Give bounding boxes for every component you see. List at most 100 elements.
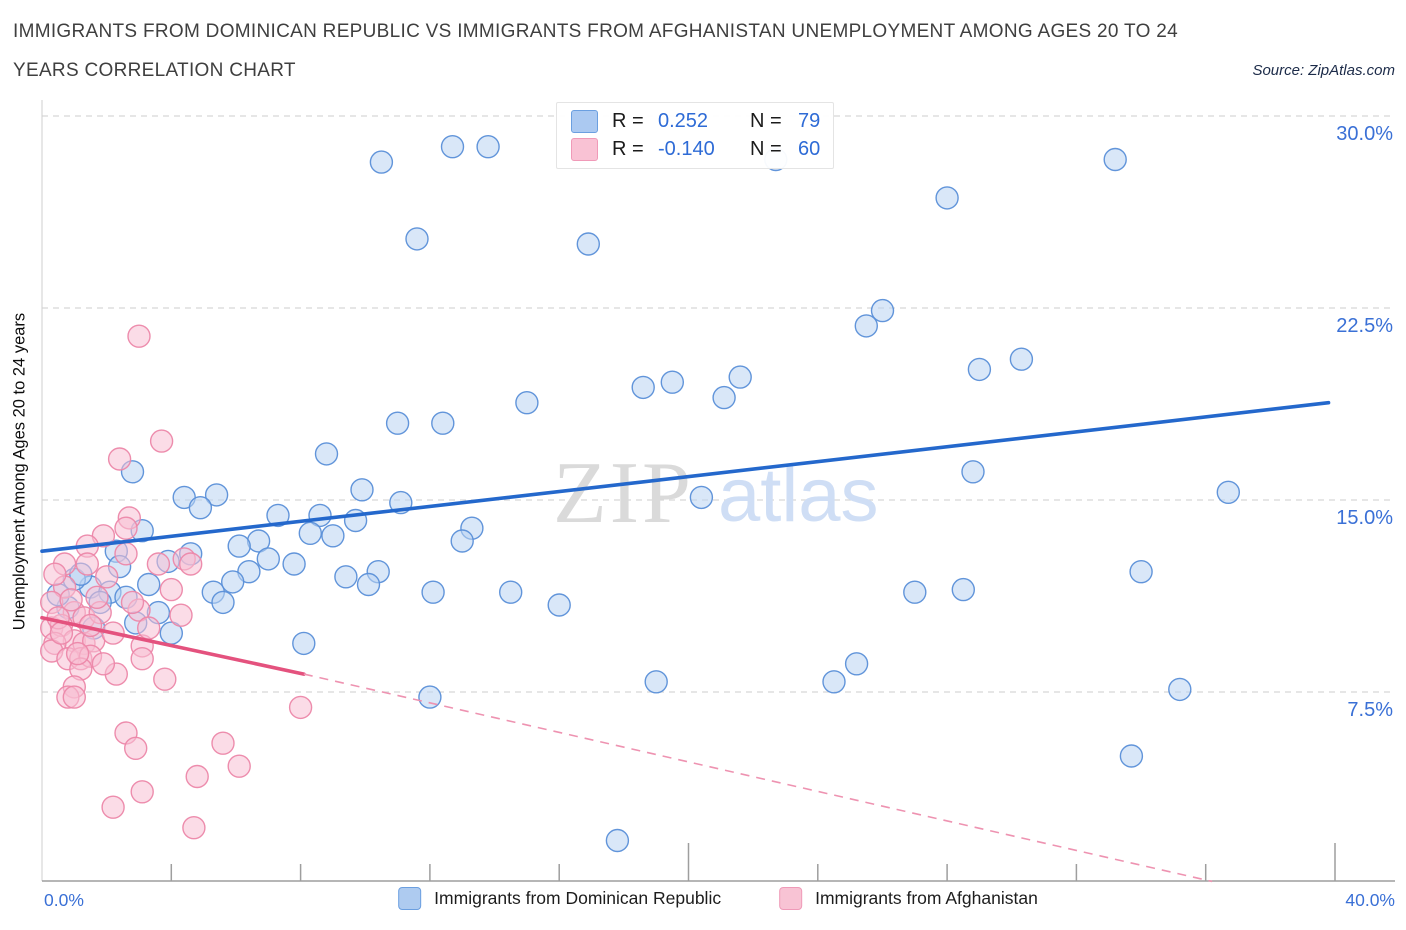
data-point-afghanistan	[75, 552, 100, 576]
data-point-dominican	[321, 524, 345, 548]
data-point-afghanistan	[65, 641, 90, 666]
data-point-dominican	[405, 227, 429, 251]
trend-line-dominican	[40, 400, 1331, 554]
data-point-dominican	[334, 565, 358, 589]
legend-item-dominican[interactable]: Immigrants from Dominican Republic	[398, 887, 721, 910]
data-point-dominican	[188, 496, 213, 520]
data-point-afghanistan	[159, 577, 184, 602]
legend-item-afghanistan[interactable]: Immigrants from Afghanistan	[779, 887, 1038, 910]
n-value: 79	[798, 110, 821, 132]
x-axis-max-label: 40.0%	[1345, 890, 1395, 910]
data-point-dominican	[282, 552, 306, 576]
data-point-dominican	[227, 534, 251, 558]
data-point-dominican	[292, 631, 316, 656]
data-point-afghanistan	[153, 667, 177, 691]
series-legend: Immigrants from Dominican Republic Immig…	[398, 887, 1038, 910]
data-point-dominican	[499, 580, 523, 604]
data-point-dominican	[515, 391, 539, 415]
data-point-dominican	[870, 298, 895, 323]
data-point-afghanistan	[107, 447, 132, 471]
data-point-dominican	[644, 670, 668, 694]
pink-series-swatch-icon	[779, 887, 803, 910]
data-point-afghanistan	[178, 552, 203, 576]
y-axis-title: Unemployment Among Ages 20 to 24 years	[10, 312, 29, 631]
data-point-afghanistan	[62, 685, 87, 709]
data-point-dominican	[136, 572, 161, 597]
data-point-dominican	[418, 685, 442, 709]
legend-label-dominican: Immigrants from Dominican Republic	[434, 888, 722, 908]
data-point-dominican	[1129, 560, 1153, 584]
data-point-dominican	[356, 572, 381, 597]
data-point-dominican	[903, 580, 927, 604]
data-point-afghanistan	[114, 516, 138, 540]
r-value: -0.140	[658, 138, 715, 160]
data-point-dominican	[605, 828, 630, 853]
data-point-dominican	[854, 314, 878, 338]
data-point-dominican	[822, 670, 846, 694]
data-point-afghanistan	[136, 616, 161, 640]
data-point-dominican	[256, 547, 280, 571]
data-point-dominican	[844, 652, 869, 676]
data-point-afghanistan	[114, 542, 138, 566]
r-label: R =	[612, 110, 644, 132]
data-point-dominican	[1103, 147, 1127, 172]
data-point-afghanistan	[101, 795, 125, 819]
legend-label-afghanistan: Immigrants from Afghanistan	[815, 888, 1038, 908]
r-value: 0.252	[658, 110, 709, 132]
trend-line-afghanistan	[40, 615, 306, 676]
source-attribution[interactable]: Source: ZipAtlas.com	[1252, 62, 1395, 79]
data-point-afghanistan	[130, 780, 154, 804]
data-point-dominican	[350, 478, 374, 502]
data-point-afghanistan	[123, 736, 148, 760]
trend-line-afghanistan-extrapolated	[303, 673, 1213, 883]
data-point-dominican	[631, 375, 655, 400]
n-label: N =	[750, 110, 782, 132]
watermark-atlas: atlas	[718, 453, 879, 538]
y-tick-label: 22.5%	[1336, 315, 1393, 337]
data-point-dominican	[1119, 744, 1144, 768]
legend-row-dominican: R = 0.252 N = 79	[571, 110, 823, 133]
data-point-dominican	[1168, 677, 1192, 702]
data-point-dominican	[712, 385, 736, 410]
legend-row-afghanistan: R = -0.140 N = 60	[571, 138, 823, 161]
data-point-afghanistan	[211, 731, 235, 755]
data-point-afghanistan	[182, 816, 206, 840]
title-line-2: YEARS CORRELATION CHART	[13, 60, 296, 81]
data-point-afghanistan	[146, 552, 171, 576]
data-point-dominican	[576, 232, 600, 256]
data-point-dominican	[961, 460, 985, 484]
data-point-afghanistan	[91, 652, 116, 676]
data-point-dominican	[421, 580, 445, 604]
data-point-dominican	[967, 357, 992, 382]
n-value: 60	[798, 138, 821, 160]
data-point-dominican	[369, 150, 394, 174]
data-point-dominican	[547, 593, 571, 617]
data-point-afghanistan	[130, 647, 154, 671]
y-tick-label: 30.0%	[1336, 123, 1393, 145]
correlation-legend: R = 0.252 N = 79 R = -0.140 N = 60	[556, 102, 834, 169]
data-point-dominican	[211, 590, 235, 615]
data-point-afghanistan	[120, 590, 145, 615]
data-point-dominican	[204, 483, 229, 507]
data-point-afghanistan	[94, 565, 119, 589]
data-point-afghanistan	[127, 324, 151, 348]
data-point-dominican	[1216, 480, 1241, 504]
data-point-dominican	[220, 570, 245, 594]
data-point-dominican	[385, 411, 410, 435]
pink-swatch-icon	[571, 138, 598, 161]
blue-series-swatch-icon	[398, 887, 422, 910]
data-point-dominican	[689, 485, 714, 510]
n-label: N =	[750, 138, 782, 160]
data-point-dominican	[1009, 347, 1034, 371]
watermark-zip: ZIP	[553, 445, 694, 542]
data-point-afghanistan	[185, 764, 209, 789]
title-line-1: IMMIGRANTS FROM DOMINICAN REPUBLIC VS IM…	[13, 21, 1178, 42]
data-point-afghanistan	[227, 754, 251, 778]
data-point-afghanistan	[59, 588, 83, 612]
data-point-dominican	[728, 365, 752, 389]
data-point-afghanistan	[169, 603, 193, 627]
data-point-dominican	[314, 442, 339, 466]
data-point-dominican	[298, 521, 322, 545]
